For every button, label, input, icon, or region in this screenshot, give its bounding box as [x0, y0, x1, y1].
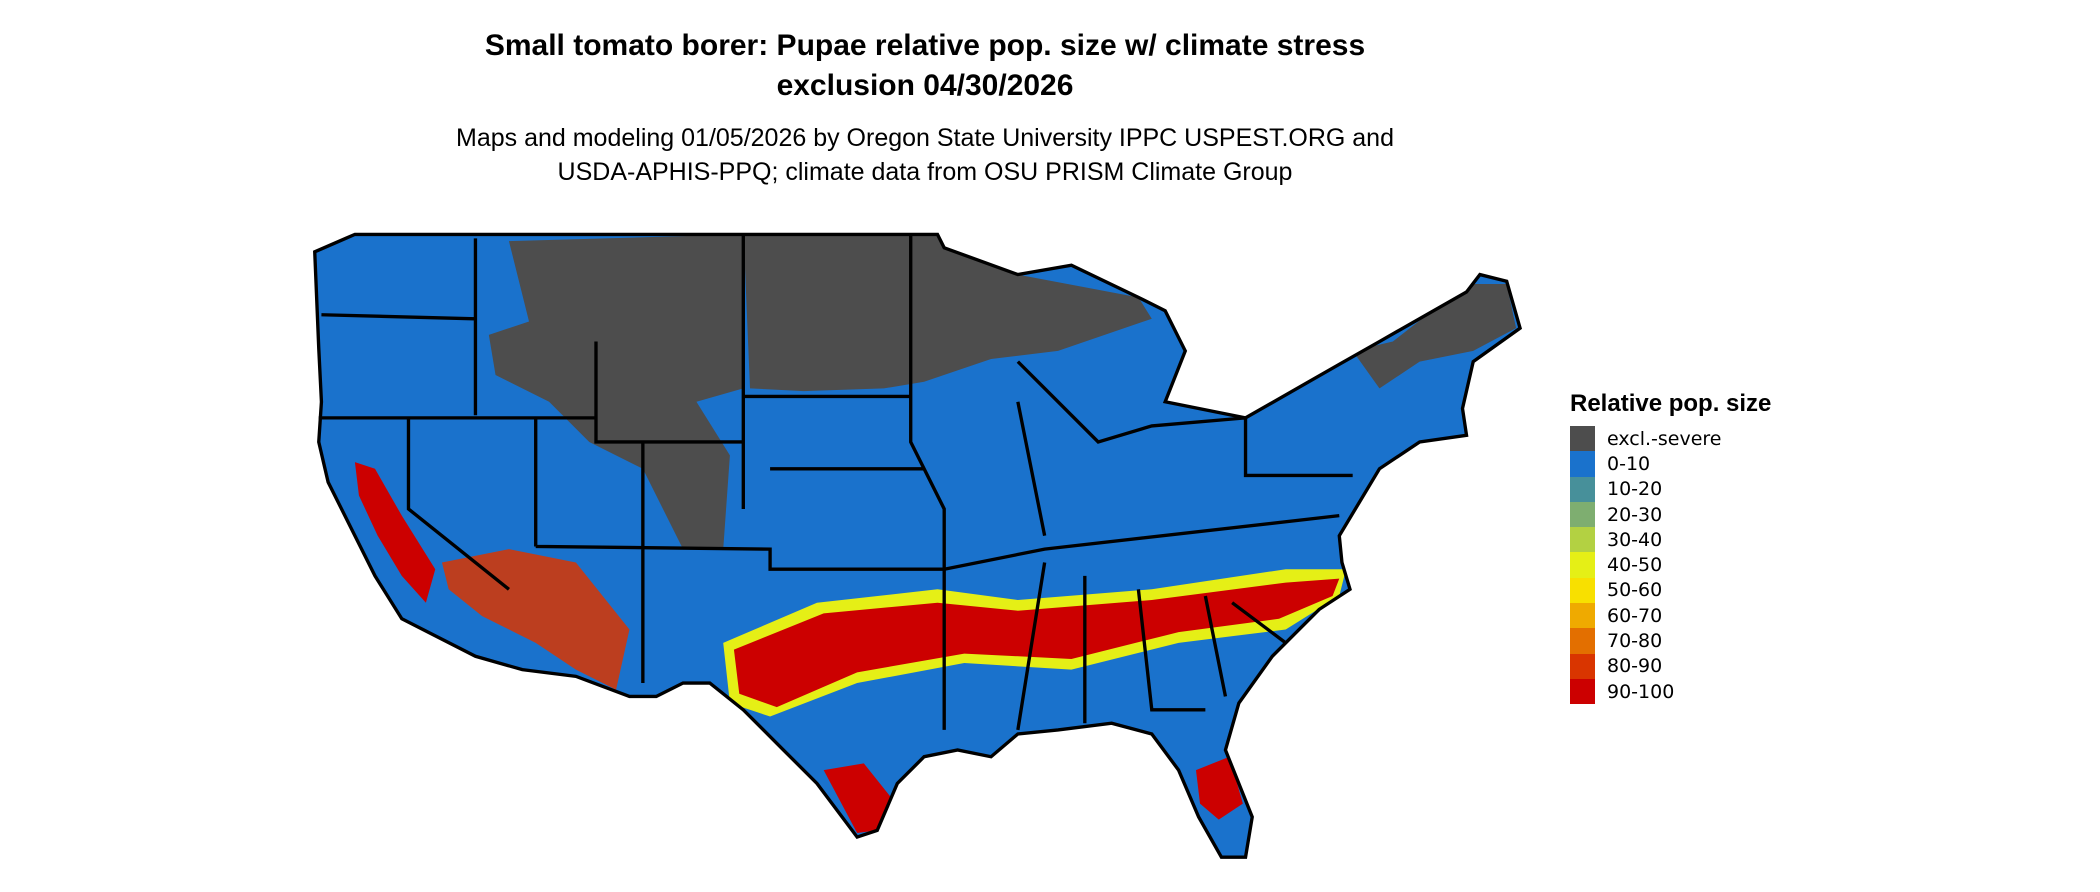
legend-label: 50-60	[1607, 579, 1663, 602]
legend-swatch	[1570, 426, 1595, 452]
legend-item: 40-50	[1570, 552, 1771, 578]
map-title-line1: Small tomato borer: Pupae relative pop. …	[484, 29, 1366, 62]
map-subtitle-line1: Maps and modeling 01/05/2026 by Oregon S…	[456, 124, 1394, 152]
map-raster	[314, 234, 1521, 858]
legend-label: 70-80	[1607, 630, 1663, 653]
legend-item: 0-10	[1570, 451, 1771, 477]
legend-swatch	[1570, 678, 1595, 705]
zone-south-texas	[823, 763, 891, 834]
map-subtitle-line2: USDA-APHIS-PPQ; climate data from OSU PR…	[557, 158, 1293, 186]
legend-swatch	[1570, 577, 1595, 604]
legend-item: 80-90	[1570, 653, 1771, 679]
legend-title: Relative pop. size	[1570, 390, 1772, 417]
legend-item: 50-60	[1570, 577, 1771, 604]
legend-label: 20-30	[1607, 503, 1663, 526]
legend-label: 40-50	[1607, 554, 1663, 577]
legend-item: 10-20	[1570, 476, 1771, 502]
legend-swatch	[1570, 527, 1595, 553]
legend-swatch	[1570, 476, 1595, 502]
legend-label: 90-100	[1607, 680, 1675, 703]
legend-item: 60-70	[1570, 603, 1771, 629]
legend-item: 20-30	[1570, 501, 1771, 528]
legend-swatch	[1570, 653, 1595, 679]
zone-desert-southwest	[441, 549, 630, 690]
legend-swatch	[1570, 501, 1595, 528]
legend-swatch	[1570, 552, 1595, 578]
legend-label: excl.-severe	[1607, 427, 1722, 450]
legend-swatch	[1570, 628, 1595, 654]
zone-california-valley	[354, 462, 436, 603]
zone-band-90-100	[733, 578, 1340, 708]
legend-swatch	[1570, 451, 1595, 477]
legend-item: 30-40	[1570, 527, 1771, 553]
legend-items: excl.-severe 0-10 10-20 20-30 30-40 40-50 50-6…	[1570, 426, 1771, 705]
zone-excluded-new-england	[1352, 283, 1517, 389]
legend-label: 80-90	[1607, 655, 1663, 678]
legend-item: excl.-severe	[1570, 426, 1771, 452]
legend-label: 10-20	[1607, 478, 1663, 501]
map-title-line2: exclusion 04/30/2026	[776, 69, 1074, 102]
legend-swatch	[1570, 603, 1595, 629]
state-borders	[313, 232, 1522, 859]
legend-item: 70-80	[1570, 628, 1771, 654]
legend: Relative pop. size excl.-severe 0-10 10-20…	[1570, 390, 1772, 705]
legend-label: 0-10	[1607, 452, 1651, 475]
legend-item: 90-100	[1570, 678, 1771, 705]
zone-excluded-north-central	[743, 234, 1152, 392]
legend-label: 30-40	[1607, 528, 1663, 551]
zone-excluded-rockies	[488, 234, 744, 550]
zone-florida	[1195, 756, 1243, 820]
legend-label: 60-70	[1607, 604, 1663, 627]
